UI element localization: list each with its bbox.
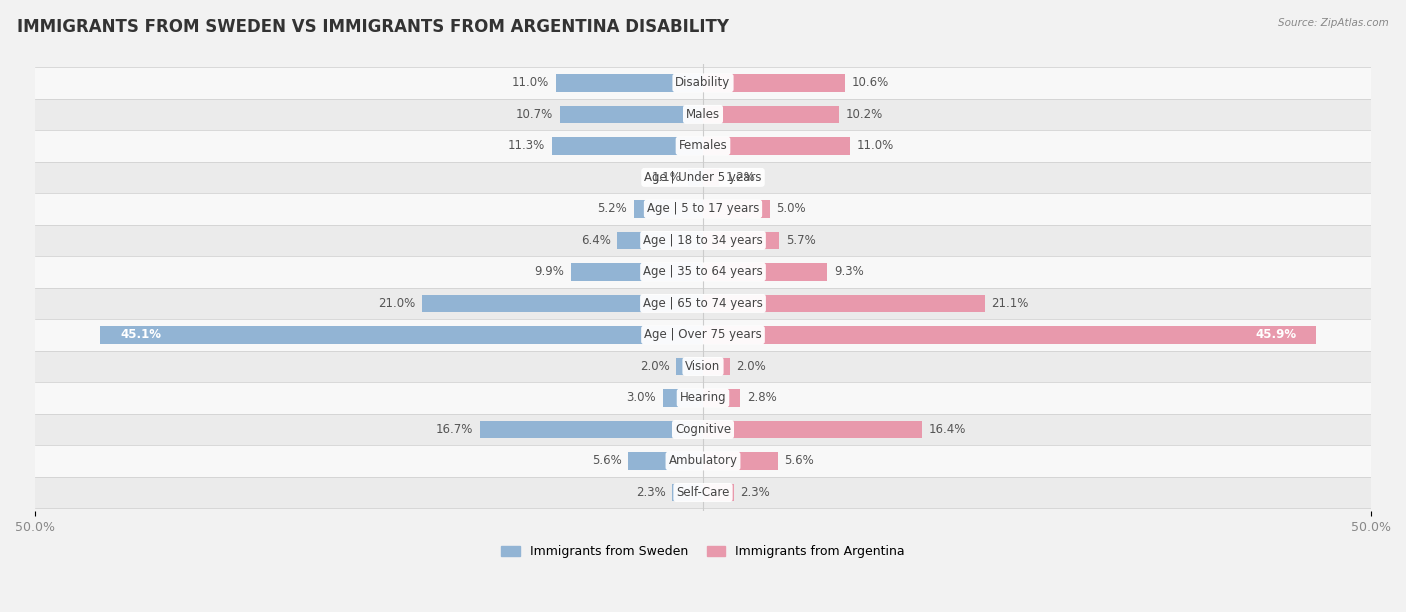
Bar [703, 326, 1316, 343]
Text: 5.6%: 5.6% [785, 455, 814, 468]
Text: Age | Over 75 years: Age | Over 75 years [644, 329, 762, 341]
Bar [35, 225, 1371, 256]
Bar [35, 256, 1371, 288]
Bar [35, 477, 1371, 508]
Text: Age | 35 to 64 years: Age | 35 to 64 years [643, 266, 763, 278]
Text: 11.3%: 11.3% [508, 140, 546, 152]
Text: 2.8%: 2.8% [747, 392, 778, 405]
Text: Ambulatory: Ambulatory [668, 455, 738, 468]
Bar [35, 319, 1371, 351]
Text: 1.1%: 1.1% [652, 171, 682, 184]
Bar [35, 288, 1371, 319]
Bar [703, 106, 839, 123]
Text: 21.0%: 21.0% [378, 297, 416, 310]
Text: 10.2%: 10.2% [846, 108, 883, 121]
Text: 5.7%: 5.7% [786, 234, 815, 247]
Bar [35, 414, 1371, 445]
Bar [553, 137, 703, 155]
Text: 21.1%: 21.1% [991, 297, 1029, 310]
Bar [662, 389, 703, 406]
Bar [703, 263, 827, 280]
Bar [35, 193, 1371, 225]
Bar [703, 74, 845, 92]
Bar [628, 452, 703, 469]
Text: 11.0%: 11.0% [512, 76, 550, 89]
Bar [571, 263, 703, 280]
Bar [35, 351, 1371, 382]
Bar [422, 295, 703, 312]
Bar [703, 389, 741, 406]
Bar [555, 74, 703, 92]
Text: 3.0%: 3.0% [627, 392, 657, 405]
Text: 2.3%: 2.3% [741, 486, 770, 499]
Text: Age | 5 to 17 years: Age | 5 to 17 years [647, 203, 759, 215]
Bar [617, 232, 703, 249]
Text: 11.0%: 11.0% [856, 140, 894, 152]
Text: 5.6%: 5.6% [592, 455, 621, 468]
Bar [35, 67, 1371, 99]
Text: Source: ZipAtlas.com: Source: ZipAtlas.com [1278, 18, 1389, 28]
Text: Disability: Disability [675, 76, 731, 89]
Legend: Immigrants from Sweden, Immigrants from Argentina: Immigrants from Sweden, Immigrants from … [496, 540, 910, 563]
Text: Age | Under 5 years: Age | Under 5 years [644, 171, 762, 184]
Bar [35, 162, 1371, 193]
Text: 5.0%: 5.0% [776, 203, 806, 215]
Text: Age | 65 to 74 years: Age | 65 to 74 years [643, 297, 763, 310]
Text: 1.2%: 1.2% [725, 171, 755, 184]
Bar [703, 452, 778, 469]
Bar [560, 106, 703, 123]
Text: Self-Care: Self-Care [676, 486, 730, 499]
Text: 9.3%: 9.3% [834, 266, 863, 278]
Bar [703, 137, 851, 155]
Bar [689, 169, 703, 186]
Bar [703, 484, 734, 501]
Text: 2.0%: 2.0% [640, 360, 669, 373]
Bar [35, 130, 1371, 162]
Text: Males: Males [686, 108, 720, 121]
Bar [479, 421, 703, 438]
Text: Hearing: Hearing [679, 392, 727, 405]
Bar [35, 445, 1371, 477]
Bar [703, 358, 730, 375]
Text: 10.6%: 10.6% [851, 76, 889, 89]
Bar [703, 200, 770, 218]
Bar [634, 200, 703, 218]
Bar [35, 382, 1371, 414]
Bar [703, 295, 984, 312]
Text: 10.7%: 10.7% [516, 108, 554, 121]
Bar [703, 232, 779, 249]
Bar [672, 484, 703, 501]
Bar [676, 358, 703, 375]
Text: Age | 18 to 34 years: Age | 18 to 34 years [643, 234, 763, 247]
Text: Cognitive: Cognitive [675, 423, 731, 436]
Bar [703, 421, 922, 438]
Text: IMMIGRANTS FROM SWEDEN VS IMMIGRANTS FROM ARGENTINA DISABILITY: IMMIGRANTS FROM SWEDEN VS IMMIGRANTS FRO… [17, 18, 728, 36]
Text: 16.7%: 16.7% [436, 423, 474, 436]
Bar [100, 326, 703, 343]
Bar [35, 99, 1371, 130]
Text: Vision: Vision [685, 360, 721, 373]
Text: 45.1%: 45.1% [121, 329, 162, 341]
Bar [703, 169, 718, 186]
Text: 2.0%: 2.0% [737, 360, 766, 373]
Text: 9.9%: 9.9% [534, 266, 564, 278]
Text: 6.4%: 6.4% [581, 234, 610, 247]
Text: 16.4%: 16.4% [929, 423, 966, 436]
Text: Females: Females [679, 140, 727, 152]
Text: 45.9%: 45.9% [1256, 329, 1296, 341]
Text: 5.2%: 5.2% [598, 203, 627, 215]
Text: 2.3%: 2.3% [636, 486, 665, 499]
